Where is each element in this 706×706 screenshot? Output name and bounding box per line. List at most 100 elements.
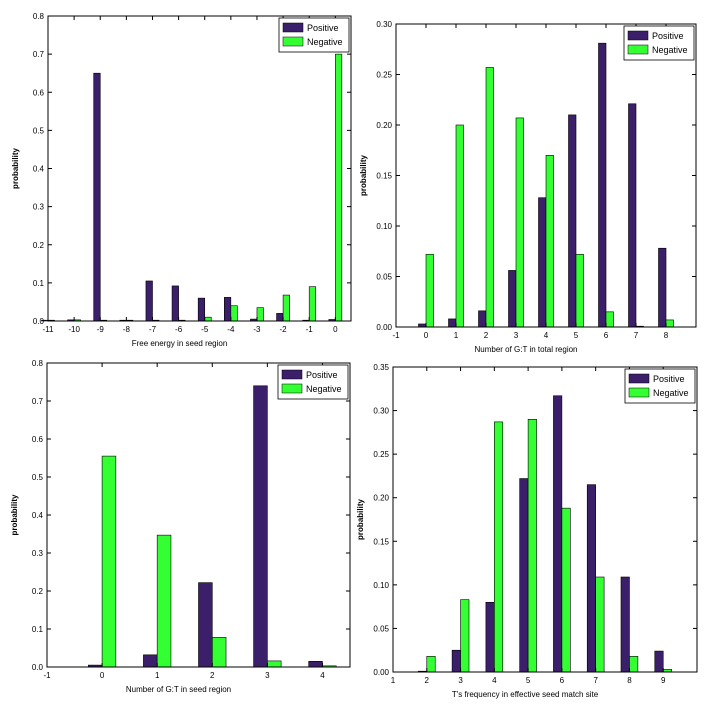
bar-negative-2 xyxy=(485,67,494,328)
x-tick-label: 2 xyxy=(484,331,489,340)
y-tick-label: 0.00 xyxy=(376,323,392,332)
bar-positive-9 xyxy=(654,650,664,673)
x-tick-label: 2 xyxy=(210,671,215,680)
x-tick-label: 6 xyxy=(560,676,565,685)
y-axis-label: probability xyxy=(11,148,20,189)
x-tick-label: 3 xyxy=(514,331,519,340)
bar-positive-4 xyxy=(308,660,323,668)
y-tick-label: 0.0 xyxy=(33,317,45,326)
x-axis-label: Free energy in seed region xyxy=(132,339,228,348)
x-axis-label: T's frequency in effective seed match si… xyxy=(452,690,599,699)
bar-positive-2 xyxy=(198,582,213,668)
bar-negative-3 xyxy=(267,660,282,668)
y-tick-label: 0.30 xyxy=(376,20,392,29)
y-tick-label: 0.30 xyxy=(373,407,389,416)
bar-negative-6 xyxy=(561,507,571,673)
x-tick-label: -2 xyxy=(280,325,288,334)
bar-positive-m7 xyxy=(145,280,153,322)
legend-label-positive: Positive xyxy=(307,23,339,33)
bar-negative-8 xyxy=(665,319,674,328)
bar-negative-6 xyxy=(605,311,614,328)
plot-frame xyxy=(392,366,698,673)
x-tick-label: 0 xyxy=(100,671,105,680)
x-tick-label: -1 xyxy=(43,671,51,680)
y-tick-label: 0.35 xyxy=(373,363,389,372)
panel-t-frequency: 1 2 3 4 5 6 7 8 9 0.00 0.05 0.10 0.15 0.20 0.25 0.30 0.3… xyxy=(356,363,698,699)
bar-positive-2 xyxy=(478,310,487,328)
bar-positive-m6 xyxy=(171,285,179,322)
bar-positive-6 xyxy=(553,395,563,673)
legend-swatch-negative xyxy=(627,44,649,55)
x-tick-label: 4 xyxy=(544,331,549,340)
y-tick-label: 0.10 xyxy=(376,222,392,231)
bar-negative-m3 xyxy=(256,307,264,322)
y-tick-label: 0.7 xyxy=(32,397,44,406)
legend-swatch-positive xyxy=(282,22,304,33)
bar-negative-1 xyxy=(156,534,172,668)
y-tick-label: 0.8 xyxy=(32,359,44,368)
panel-gt-total: -1 0 1 2 3 4 5 6 7 8 0.00 0.05 0.10 0.15 0.20 0.25 0.30 N… xyxy=(359,20,697,354)
y-tick-label: 0.1 xyxy=(32,625,44,634)
bar-negative-5 xyxy=(527,418,537,673)
legend-label-negative: Negative xyxy=(652,45,688,55)
y-tick-label: 0.15 xyxy=(373,537,389,546)
x-tick-label: 5 xyxy=(574,331,579,340)
panel-free-energy: -11 -10 -9 -8 -7 -6 -5 -4 -3 -2 -1 00.00.10.20.30.4… xyxy=(11,12,352,348)
legend xyxy=(624,368,696,404)
x-tick-label: 0 xyxy=(424,331,429,340)
x-tick-label: 9 xyxy=(661,676,666,685)
x-tick-label: -8 xyxy=(123,325,131,334)
x-tick-label: 1 xyxy=(155,671,160,680)
x-tick-label: 7 xyxy=(593,676,598,685)
legend-label-negative: Negative xyxy=(307,37,343,47)
x-tick-label: 8 xyxy=(664,331,669,340)
legend-label-positive: Positive xyxy=(306,370,338,380)
x-tick-label: -11 xyxy=(43,325,55,334)
bar-negative-1 xyxy=(455,124,464,328)
bar-positive-4 xyxy=(538,197,547,328)
y-tick-label: 0.25 xyxy=(373,450,389,459)
x-tick-label: 6 xyxy=(604,331,609,340)
y-tick-label: 0.05 xyxy=(373,624,389,633)
legend-label-positive: Positive xyxy=(652,31,684,41)
bar-positive-3 xyxy=(508,270,517,328)
x-tick-label: -7 xyxy=(149,325,157,334)
bar-positive-m4 xyxy=(224,297,232,322)
bar-positive-8 xyxy=(658,247,667,328)
legend-label-negative: Negative xyxy=(653,388,689,398)
x-tick-label: 1 xyxy=(391,676,396,685)
y-tick-label: 0.5 xyxy=(32,473,44,482)
x-tick-label: 7 xyxy=(634,331,639,340)
bar-positive-5 xyxy=(519,478,529,673)
legend-label-negative: Negative xyxy=(306,384,342,394)
bar-negative-4 xyxy=(545,155,554,328)
bar-negative-m1 xyxy=(308,286,317,322)
bar-positive-1 xyxy=(143,654,158,668)
x-tick-label: -6 xyxy=(175,325,183,334)
y-tick-label: 0.8 xyxy=(33,12,45,21)
x-axis-label: Number of G:T in seed region xyxy=(126,685,231,694)
x-tick-label: 4 xyxy=(320,671,325,680)
y-tick-label: 0.20 xyxy=(376,121,392,130)
bar-positive-3 xyxy=(253,385,268,668)
x-tick-label: 3 xyxy=(458,676,463,685)
y-tick-label: 0.0 xyxy=(32,663,44,672)
y-tick-label: 0.15 xyxy=(376,172,392,181)
bar-negative-3 xyxy=(460,599,470,673)
bar-negative-0 xyxy=(101,455,117,668)
y-tick-label: 0.00 xyxy=(373,668,389,677)
y-tick-label: 0.20 xyxy=(373,494,389,503)
bar-negative-0 xyxy=(425,253,434,328)
bar-negative-8 xyxy=(629,656,639,673)
x-tick-label: 0 xyxy=(333,325,338,334)
bar-positive-m2 xyxy=(276,313,284,322)
bar-negative-m2 xyxy=(282,294,290,322)
x-tick-label: -10 xyxy=(68,325,80,334)
bar-positive-m9 xyxy=(93,72,101,322)
bar-positive-7 xyxy=(586,484,596,673)
bar-negative-0 xyxy=(335,53,343,322)
y-tick-label: 0.1 xyxy=(33,279,45,288)
bar-negative-2 xyxy=(426,656,436,673)
x-tick-label: 3 xyxy=(265,671,270,680)
